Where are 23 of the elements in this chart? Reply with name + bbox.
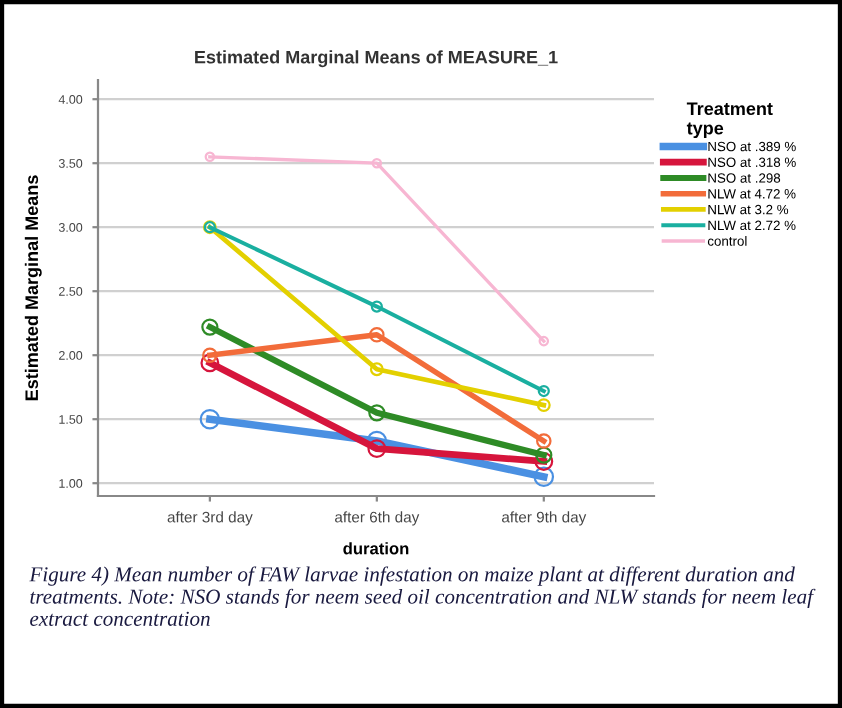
point [371,157,383,169]
point [204,151,216,163]
point [533,466,555,488]
caption: Figure 4) Mean number of FAW larvae infestation on maize plant at different duration and treatments. Note: NSO stands for neem seed oil concentration and NLW stands for neem leaf extract concentration [29,566,816,626]
point [368,404,386,422]
point [536,433,552,449]
point [537,384,550,398]
point [370,300,383,313]
chart-title: Estimated Marginal Means of MEASURE_1 [195,50,558,68]
point [535,446,553,464]
point [201,318,219,336]
point [199,408,221,430]
point [536,398,551,413]
point [200,353,220,373]
point [369,362,384,377]
point [538,335,550,347]
point [534,452,554,471]
point [369,326,385,343]
point [367,439,387,459]
y-axis-title: Estimated Marginal Means [24,175,42,401]
legend-title: Treatment type [686,102,773,139]
point [202,347,218,363]
x-axis-title: duration [343,542,409,555]
